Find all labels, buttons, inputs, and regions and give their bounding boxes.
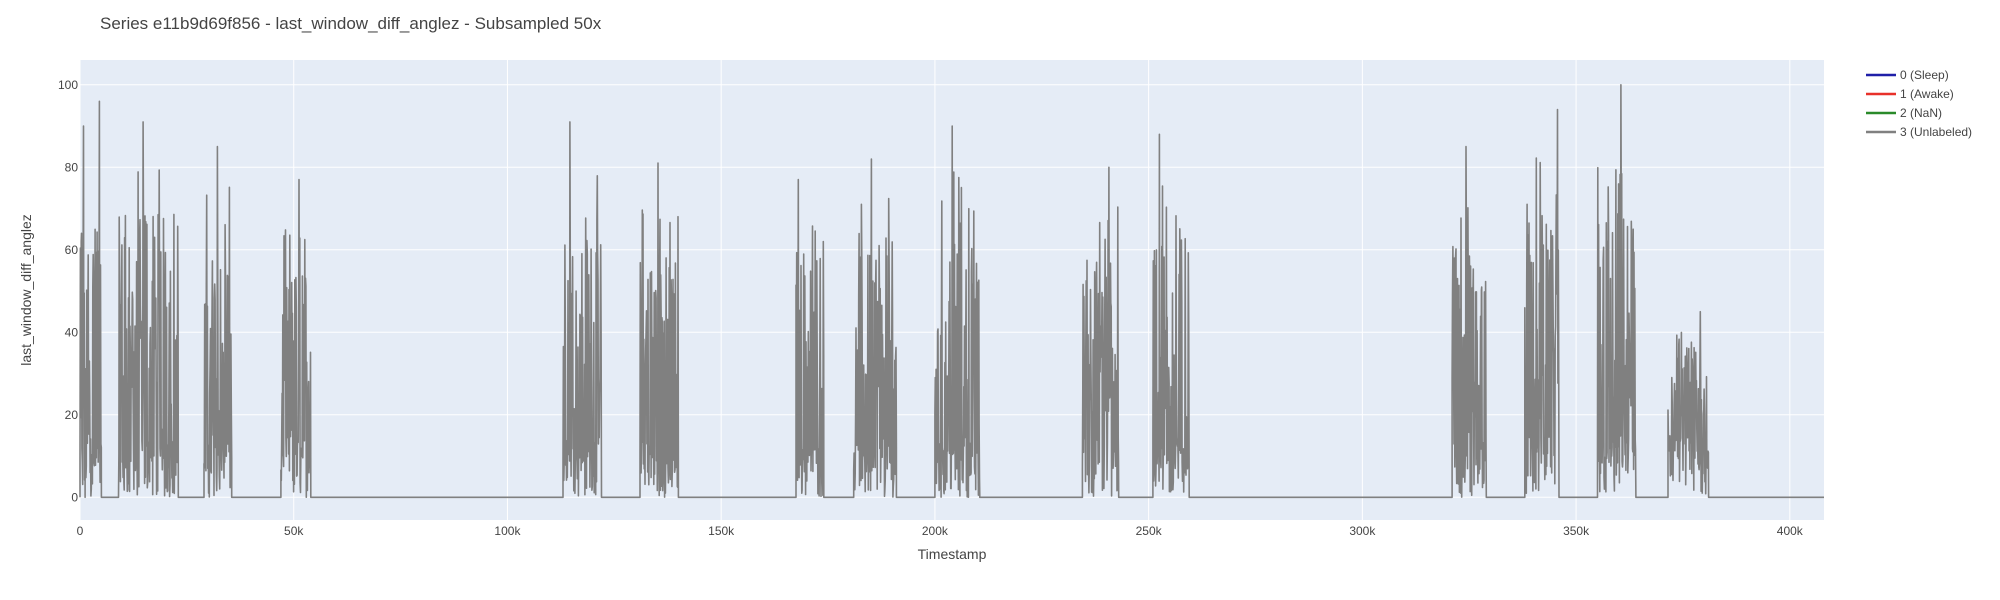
x-tick-label: 0 bbox=[77, 524, 84, 538]
x-axis-label: Timestamp bbox=[918, 546, 987, 562]
legend: 0 (Sleep) 1 (Awake) 2 (NaN) 3 (Unlabeled) bbox=[1866, 68, 1972, 139]
x-axis-ticks: 0 50k 100k 150k 200k 250k 300k 350k 400k bbox=[77, 524, 1804, 538]
x-tick-label: 150k bbox=[708, 524, 735, 538]
series-layer bbox=[79, 84, 1824, 499]
y-axis-ticks: 0 20 40 60 80 100 bbox=[58, 78, 78, 505]
y-tick-label: 0 bbox=[71, 490, 78, 504]
y-tick-label: 80 bbox=[65, 160, 79, 174]
legend-item-label: 0 (Sleep) bbox=[1900, 68, 1949, 82]
y-tick-label: 60 bbox=[65, 243, 79, 257]
x-tick-label: 100k bbox=[494, 524, 521, 538]
x-tick-label: 350k bbox=[1563, 524, 1590, 538]
x-tick-label: 50k bbox=[284, 524, 304, 538]
x-tick-label: 400k bbox=[1777, 524, 1804, 538]
y-tick-label: 40 bbox=[65, 325, 79, 339]
series-line-0 bbox=[79, 84, 1824, 499]
y-tick-label: 20 bbox=[65, 408, 79, 422]
legend-item-label: 3 (Unlabeled) bbox=[1900, 125, 1972, 139]
chart-title: Series e11b9d69f856 - last_window_diff_a… bbox=[100, 14, 602, 33]
x-tick-label: 300k bbox=[1349, 524, 1376, 538]
x-tick-label: 250k bbox=[1136, 524, 1163, 538]
y-axis-label: last_window_diff_anglez bbox=[18, 214, 34, 366]
x-tick-label: 200k bbox=[922, 524, 949, 538]
legend-item-label: 2 (NaN) bbox=[1900, 106, 1942, 120]
legend-item-label: 1 (Awake) bbox=[1900, 87, 1954, 101]
y-tick-label: 100 bbox=[58, 78, 78, 92]
